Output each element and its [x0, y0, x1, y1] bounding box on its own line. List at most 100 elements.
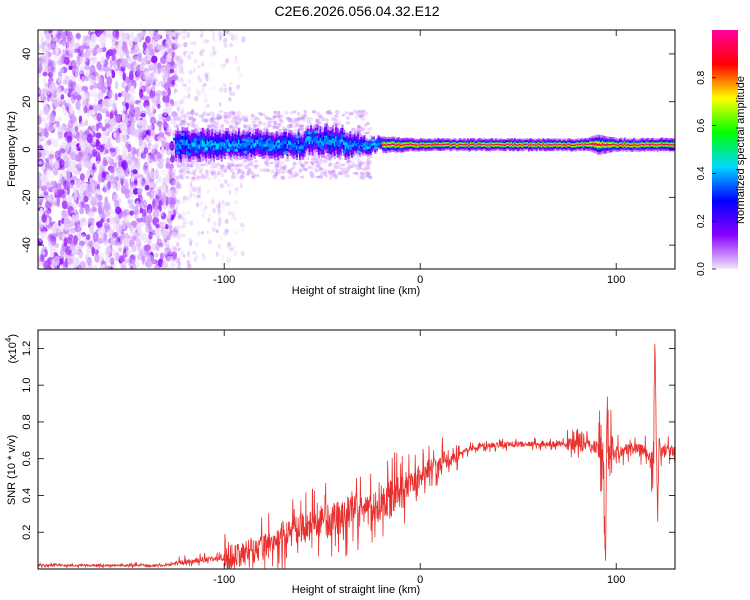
- noise-speckle: [38, 222, 43, 228]
- band-halo: [258, 168, 264, 172]
- noise-speckle: [144, 184, 150, 191]
- sparse-speckle: [209, 87, 213, 91]
- noise-speckle: [95, 138, 100, 148]
- noise-speckle: [84, 253, 90, 260]
- noise-speckle: [124, 214, 129, 222]
- noise-speckle: [114, 176, 119, 182]
- sparse-speckle: [189, 193, 193, 198]
- noise-speckle: [38, 178, 42, 189]
- noise-speckle: [54, 242, 60, 249]
- noise-speckle: [117, 39, 124, 47]
- noise-speckle: [167, 31, 174, 37]
- sparse-speckle: [174, 70, 178, 76]
- noise-speckle: [145, 47, 151, 56]
- sparse-speckle: [173, 71, 177, 76]
- sparse-speckle: [182, 169, 187, 176]
- sparse-speckle: [174, 208, 178, 212]
- noise-speckle: [117, 92, 122, 98]
- noise-speckle: [101, 263, 107, 269]
- noise-speckle: [170, 57, 175, 66]
- sparse-speckle: [192, 41, 197, 46]
- noise-speckle: [112, 30, 120, 38]
- sparse-speckle: [187, 86, 192, 92]
- noise-speckle: [109, 147, 116, 153]
- noise-speckle: [149, 116, 157, 125]
- noise-speckle: [167, 168, 174, 176]
- noise-speckle: [45, 225, 52, 231]
- noise-speckle: [116, 154, 123, 161]
- noise-speckle: [69, 182, 74, 189]
- noise-speckle: [45, 168, 52, 178]
- sparse-speckle: [203, 105, 208, 110]
- noise-speckle: [53, 255, 60, 267]
- noise-speckle: [64, 217, 71, 225]
- sparse-speckle: [176, 226, 181, 232]
- noise-speckle: [43, 105, 49, 115]
- sparse-speckle: [202, 207, 207, 214]
- band-halo: [251, 175, 255, 179]
- sparse-speckle: [180, 99, 185, 104]
- noise-speckle: [133, 56, 140, 63]
- noise-speckle: [112, 103, 116, 109]
- noise-speckle: [82, 151, 89, 162]
- noise-speckle: [73, 260, 78, 269]
- sparse-speckle: [177, 53, 183, 59]
- band-halo: [176, 117, 181, 122]
- sparse-speckle: [200, 30, 204, 35]
- noise-speckle: [40, 35, 45, 44]
- noise-speckle: [67, 91, 72, 98]
- band-blob: [176, 151, 181, 155]
- sparse-speckle: [200, 213, 206, 218]
- noise-speckle: [146, 54, 152, 61]
- noise-speckle: [104, 265, 111, 269]
- band-blob: [298, 146, 303, 150]
- band-halo: [272, 115, 276, 120]
- noise-speckle: [109, 59, 113, 68]
- noise-speckle: [152, 97, 157, 104]
- noise-speckle: [165, 196, 169, 206]
- band-halo: [207, 124, 211, 128]
- noise-speckle: [106, 76, 113, 86]
- sparse-speckle: [174, 181, 178, 187]
- noise-speckle: [93, 241, 100, 250]
- noise-speckle: [155, 43, 162, 51]
- sparse-speckle: [197, 186, 202, 191]
- sparse-speckle: [197, 231, 201, 236]
- noise-speckle: [49, 159, 54, 170]
- sparse-speckle: [230, 215, 234, 221]
- noise-speckle: [124, 76, 131, 84]
- sparse-speckle: [180, 250, 185, 256]
- sparse-speckle: [189, 69, 193, 76]
- noise-speckle: [55, 44, 59, 56]
- noise-speckle: [165, 253, 172, 262]
- noise-speckle: [79, 67, 85, 73]
- sparse-speckle: [212, 221, 217, 226]
- sparse-speckle: [182, 217, 186, 221]
- noise-speckle: [127, 59, 133, 70]
- sparse-speckle: [180, 233, 186, 238]
- band-halo: [327, 170, 332, 175]
- noise-speckle: [122, 105, 127, 112]
- noise-speckle: [91, 206, 97, 212]
- noise-speckle: [129, 224, 134, 234]
- noise-speckle: [116, 138, 121, 144]
- noise-speckle: [158, 113, 162, 121]
- sparse-speckle: [177, 215, 181, 220]
- noise-speckle: [67, 194, 73, 203]
- noise-speckle: [158, 157, 165, 163]
- noise-speckle: [75, 248, 80, 254]
- band-halo: [220, 124, 225, 128]
- band-halo: [229, 162, 235, 167]
- noise-speckle: [122, 219, 127, 230]
- noise-speckle: [138, 178, 144, 190]
- band-halo: [280, 166, 285, 170]
- noise-speckle: [157, 49, 162, 56]
- noise-speckle: [114, 40, 119, 46]
- noise-speckle: [42, 117, 46, 122]
- sparse-speckle: [177, 234, 181, 240]
- noise-speckle: [49, 165, 54, 171]
- noise-speckle: [147, 254, 154, 263]
- sparse-speckle: [207, 239, 213, 245]
- noise-speckle: [169, 178, 177, 186]
